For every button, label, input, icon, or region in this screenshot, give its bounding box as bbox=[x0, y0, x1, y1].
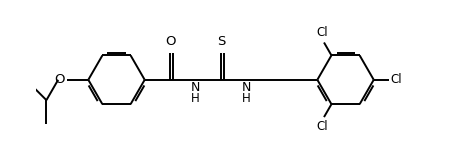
Text: N: N bbox=[241, 81, 250, 94]
Text: N: N bbox=[190, 81, 200, 94]
Text: Cl: Cl bbox=[390, 73, 401, 86]
Text: O: O bbox=[164, 35, 175, 49]
Text: Cl: Cl bbox=[316, 120, 327, 133]
Text: Cl: Cl bbox=[316, 26, 327, 39]
Text: S: S bbox=[216, 35, 225, 49]
Text: O: O bbox=[54, 73, 64, 86]
Text: H: H bbox=[191, 92, 200, 105]
Text: H: H bbox=[242, 92, 250, 105]
